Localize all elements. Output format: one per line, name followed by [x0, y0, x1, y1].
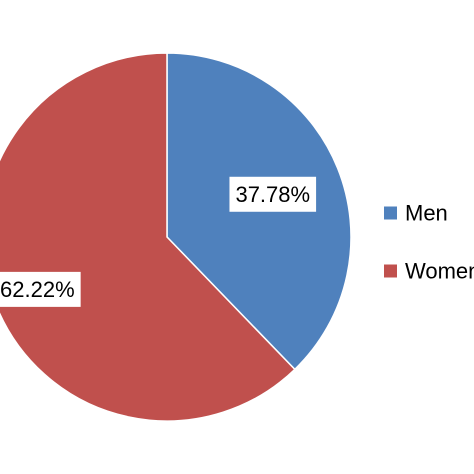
data-label-text-women: 62.22%: [0, 277, 75, 302]
data-label-box-women: [0, 271, 81, 307]
legend-swatch-women: [384, 264, 397, 278]
legend-label-women: Women: [405, 259, 474, 284]
legend-swatch-men: [384, 206, 397, 220]
legend: Men Women: [384, 201, 474, 284]
data-label-text-men: 37.78%: [235, 182, 310, 207]
data-label-women: 62.22%: [0, 271, 81, 307]
pie-slices: [0, 52, 352, 422]
pie-slice-women: [0, 52, 296, 422]
data-label-men: 37.78%: [229, 176, 317, 212]
pie-data-labels: 37.78% 62.22%: [0, 176, 317, 307]
legend-label-men: Men: [405, 201, 448, 226]
data-label-box-men: [229, 176, 317, 212]
